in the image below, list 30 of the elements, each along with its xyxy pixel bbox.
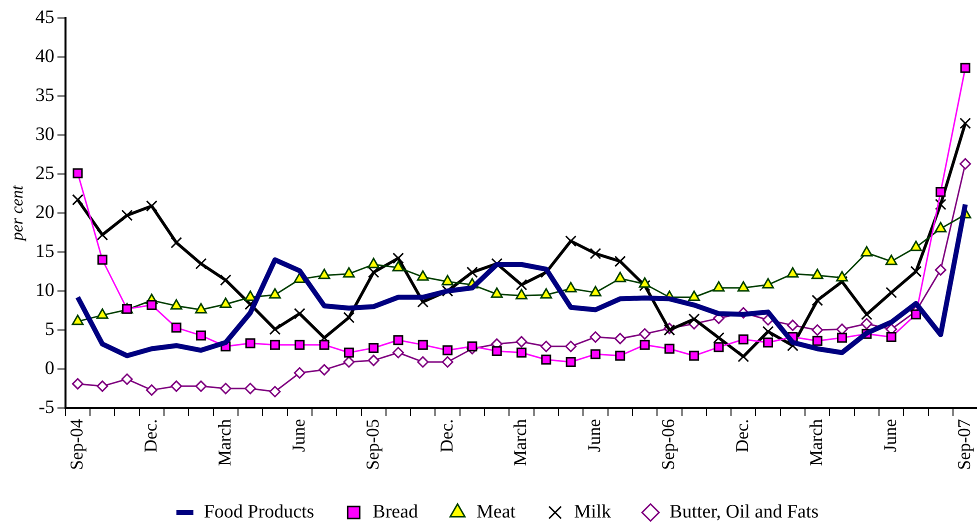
y-tick-label: -5 — [38, 396, 54, 418]
legend-label: Butter, Oil and Fats — [670, 501, 819, 522]
y-tick-label: 30 — [35, 124, 54, 145]
x-tick-label: Sep-05 — [362, 419, 382, 470]
x-tick-label: March — [214, 419, 234, 466]
x-tick-label: Sep-06 — [658, 419, 678, 470]
x-tick-label: June — [584, 419, 604, 452]
y-tick-label: 15 — [35, 240, 54, 262]
x-tick-label: March — [806, 419, 826, 466]
y-tick-label: 35 — [35, 84, 54, 106]
legend-label: Food Products — [204, 501, 314, 522]
x-tick-label: March — [510, 419, 530, 466]
y-tick-label: 20 — [35, 202, 54, 223]
x-tick-label: Dec. — [140, 419, 160, 452]
y-tick-label: 45 — [35, 6, 54, 28]
x-tick-label: June — [288, 419, 308, 452]
y-tick-label: 25 — [35, 162, 54, 184]
x-tick-label: Dec. — [436, 419, 456, 452]
y-tick-label: 10 — [35, 280, 54, 301]
legend-label: Meat — [476, 501, 516, 522]
x-tick-label: Sep-04 — [66, 419, 86, 470]
x-tick-label: Dec. — [732, 419, 752, 452]
x-tick-label: June — [880, 419, 900, 452]
y-tick-label: 0 — [44, 358, 54, 379]
legend-label: Bread — [372, 501, 419, 522]
legend-label: Milk — [574, 501, 612, 522]
y-tick-label: 40 — [35, 46, 54, 67]
y-axis-title: per cent — [8, 184, 27, 242]
y-tick-label: 5 — [44, 318, 54, 340]
x-tick-label: Sep-07 — [954, 419, 974, 470]
